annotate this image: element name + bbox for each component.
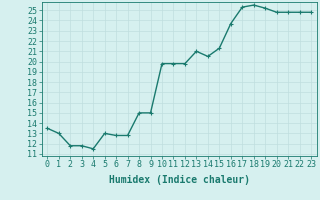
X-axis label: Humidex (Indice chaleur): Humidex (Indice chaleur)	[109, 175, 250, 185]
